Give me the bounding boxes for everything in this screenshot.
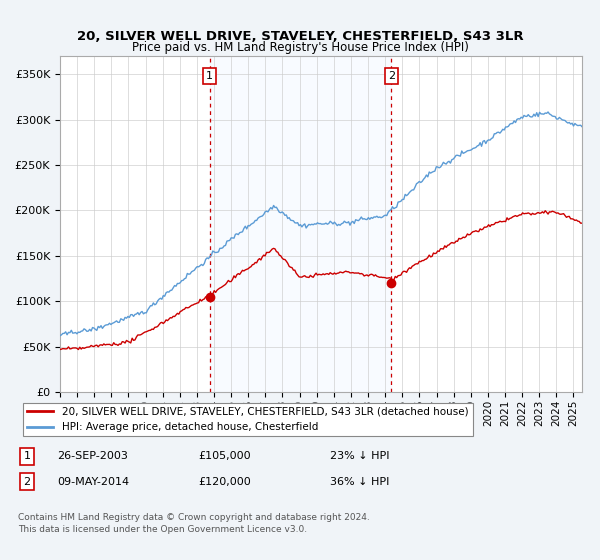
Text: This data is licensed under the Open Government Licence v3.0.: This data is licensed under the Open Gov… [18,525,307,534]
Text: Price paid vs. HM Land Registry's House Price Index (HPI): Price paid vs. HM Land Registry's House … [131,41,469,54]
Bar [209,56,391,392]
Text: 1: 1 [206,71,213,81]
Text: 36% ↓ HPI: 36% ↓ HPI [330,477,389,487]
Text: 1: 1 [23,451,31,461]
Legend: 20, SILVER WELL DRIVE, STAVELEY, CHESTERFIELD, S43 3LR (detached house), HPI: Av: 20, SILVER WELL DRIVE, STAVELEY, CHESTER… [23,403,473,436]
Text: 23% ↓ HPI: 23% ↓ HPI [330,451,389,461]
Text: £120,000: £120,000 [198,477,251,487]
Text: 2: 2 [388,71,395,81]
Text: 20, SILVER WELL DRIVE, STAVELEY, CHESTERFIELD, S43 3LR: 20, SILVER WELL DRIVE, STAVELEY, CHESTER… [77,30,523,43]
Text: £105,000: £105,000 [198,451,251,461]
Text: 09-MAY-2014: 09-MAY-2014 [57,477,129,487]
Text: 26-SEP-2003: 26-SEP-2003 [57,451,128,461]
Text: Contains HM Land Registry data © Crown copyright and database right 2024.: Contains HM Land Registry data © Crown c… [18,514,370,522]
Text: 2: 2 [23,477,31,487]
